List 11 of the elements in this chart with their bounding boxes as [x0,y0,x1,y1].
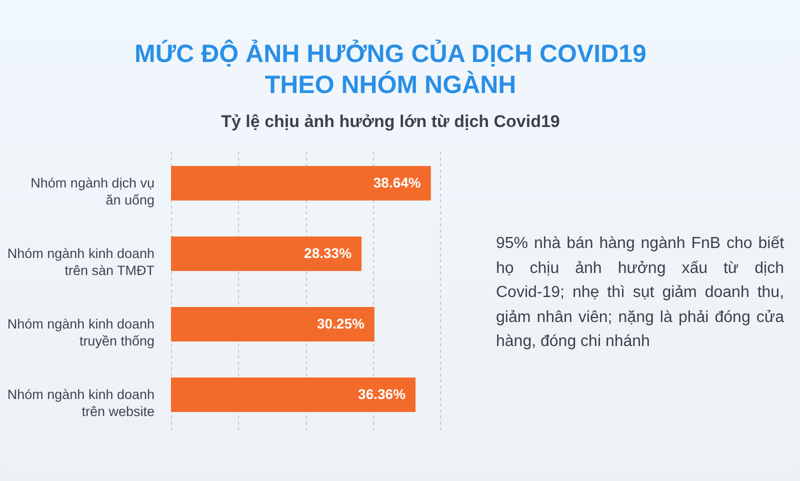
y-tick-label: Nhóm ngành kinh doanh trên website [7,386,154,419]
data-label: 36.36% [358,386,406,402]
data-label: 28.33% [304,244,352,261]
chart-subtitle: Tỷ lệ chịu ảnh hưởng lớn từ dịch Covid19 [221,112,560,131]
y-tick-label: Nhóm ngành kinh doanh truyền thống [7,316,154,348]
text: 95% nhà bán hàng ngành FnB cho biết họ chịu ảnh hưởng xấu từ dịch Covid-19; nhẹ thì sụt giảm doanh thu, giảm nhân viên; nặng là phải đóng cửa hàng, đóng chi nhánh [496,235,784,350]
data-label: 38.64% [373,174,422,190]
data-label: 30.25% [316,315,365,332]
chart-title: MỨC ĐỘ ẢNH HƯỞNG CỦA DỊCH COVID19 THEO NHÓM NGÀNH [134,39,646,99]
y-tick-label: Nhóm ngành dịch vụ ăn uống [30,175,154,208]
y-tick-label: Nhóm ngành kinh doanh trên sàn TMĐT [7,246,154,278]
